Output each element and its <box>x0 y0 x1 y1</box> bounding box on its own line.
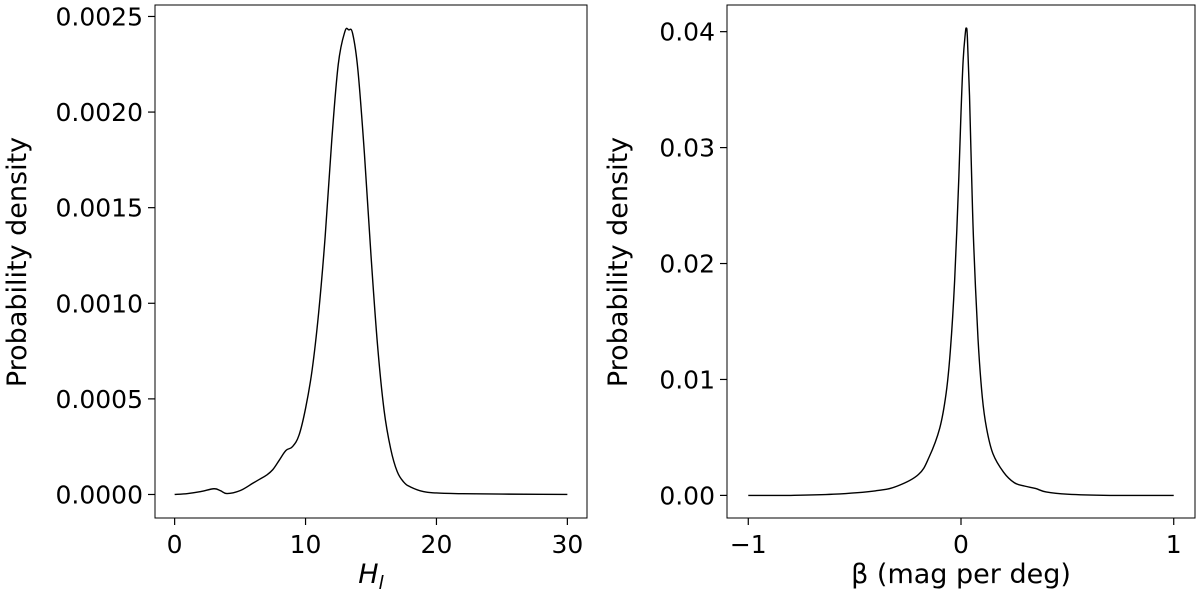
left-density-curve <box>174 27 568 496</box>
left-x-axis: 0 10 20 30 <box>167 518 583 559</box>
right-chart: 0.00 0.01 0.02 0.03 0.04 −1 0 1 Probability de… <box>603 4 1196 590</box>
left-x-axis-label: Hl <box>358 559 384 590</box>
left-y-tick-label: 0.0005 <box>56 385 143 414</box>
right-y-tick-label: 0.02 <box>659 250 715 279</box>
right-y-tick-label: 0.03 <box>659 134 715 163</box>
left-y-tick-label: 0.0020 <box>56 98 143 127</box>
right-density-curve <box>748 27 1174 497</box>
right-y-tick-label: 0.01 <box>659 365 715 394</box>
right-y-tick-label: 0.00 <box>659 481 715 510</box>
left-y-tick-label: 0.0025 <box>56 2 143 31</box>
left-y-axis-label: Probability density <box>2 137 33 387</box>
left-y-tick-label: 0.0015 <box>56 194 143 223</box>
left-x-tick-label: 0 <box>167 530 183 559</box>
right-x-tick-label: −1 <box>730 530 767 559</box>
right-x-tick-label: 0 <box>953 530 969 559</box>
right-y-axis-label: Probability density <box>603 137 634 387</box>
left-plot-frame <box>154 4 588 519</box>
right-y-tick-label: 0.04 <box>659 18 715 47</box>
right-x-axis-label: β (mag per deg) <box>851 559 1071 590</box>
right-plot-frame <box>726 4 1196 519</box>
left-y-tick-label: 0.0000 <box>56 480 143 509</box>
left-y-axis: 0.0000 0.0005 0.0010 0.0015 0.0020 0.0025 <box>56 2 155 509</box>
left-chart: 0.0000 0.0005 0.0010 0.0015 0.0020 0.0025 0 10… <box>2 2 588 590</box>
right-y-axis: 0.00 0.01 0.02 0.03 0.04 <box>659 18 727 510</box>
left-y-tick-label: 0.0010 <box>56 289 143 318</box>
left-x-tick-label: 10 <box>290 530 322 559</box>
right-x-axis: −1 0 1 <box>730 518 1182 559</box>
left-x-tick-label: 30 <box>551 530 583 559</box>
left-x-tick-label: 20 <box>421 530 453 559</box>
right-x-tick-label: 1 <box>1166 530 1182 559</box>
